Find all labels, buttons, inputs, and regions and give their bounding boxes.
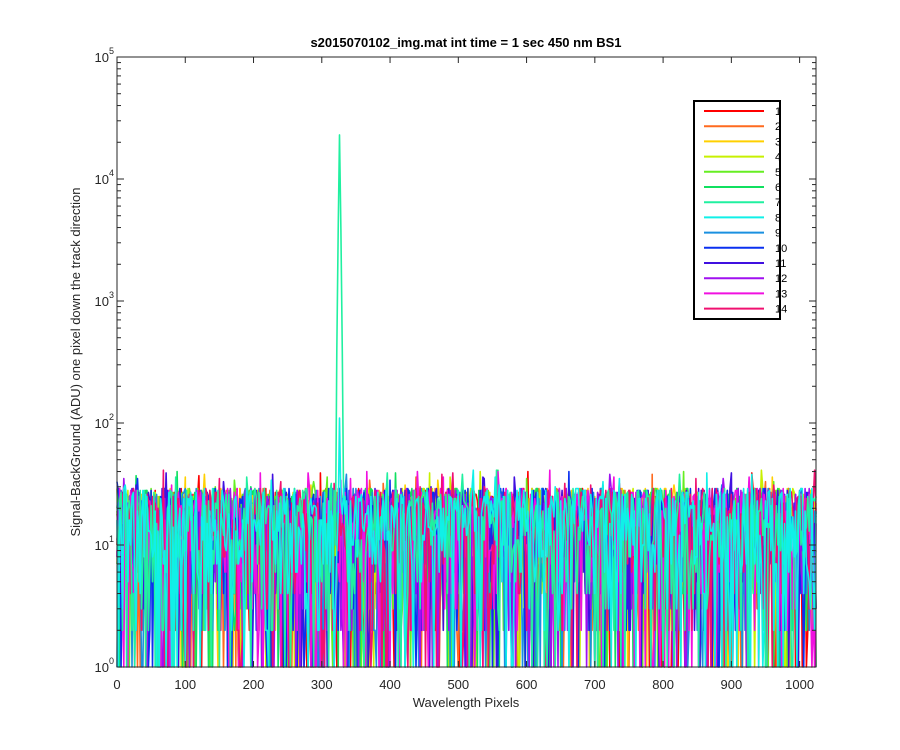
legend-label: 9: [775, 228, 781, 240]
x-tick-label: 100: [174, 677, 196, 692]
legend-box: [693, 100, 781, 320]
y-tick-label: 10: [95, 660, 109, 675]
legend-label: 3: [775, 136, 781, 148]
y-tick-label: 10: [95, 172, 109, 187]
legend-label: 10: [775, 243, 787, 255]
y-tick-label: 10: [95, 538, 109, 553]
legend-label: 6: [775, 182, 781, 194]
series-lines: [116, 134, 817, 668]
x-tick-label: 300: [311, 677, 333, 692]
legend-label: 1: [775, 106, 781, 118]
x-tick-label: 900: [721, 677, 743, 692]
legend-label: 8: [775, 212, 781, 224]
x-tick-label: 200: [243, 677, 265, 692]
y-tick-exponent: 5: [109, 46, 114, 56]
x-tick-label: 800: [652, 677, 674, 692]
x-tick-label: 700: [584, 677, 606, 692]
x-axis: 0 100 200 300 400 500 600 700 800 900 1000: [113, 57, 814, 692]
y-axis-label: Signal-BackGround (ADU) one pixel down t…: [68, 187, 83, 536]
x-tick-label: 400: [379, 677, 401, 692]
y-tick-exponent: 2: [109, 412, 114, 422]
y-tick-exponent: 1: [109, 534, 114, 544]
legend-label: 13: [775, 288, 787, 300]
plot-frame: [116, 56, 817, 668]
legend-label: 4: [775, 152, 781, 164]
legend-label: 12: [775, 273, 787, 285]
x-tick-label: 0: [113, 677, 120, 692]
x-tick-label: 500: [447, 677, 469, 692]
legend-label: 7: [775, 197, 781, 209]
x-tick-label: 1000: [785, 677, 814, 692]
legend-label: 14: [775, 304, 787, 316]
y-tick-label: 10: [95, 416, 109, 431]
y-tick-exponent: 4: [109, 168, 114, 178]
y-tick-label: 10: [95, 50, 109, 65]
y-tick-exponent: 0: [109, 656, 114, 666]
legend-label: 5: [775, 167, 781, 179]
y-tick-exponent: 3: [109, 290, 114, 300]
chart-title: s2015070102_img.mat int time = 1 sec 450…: [310, 35, 621, 50]
x-axis-label: Wavelength Pixels: [413, 695, 520, 710]
y-tick-label: 10: [95, 294, 109, 309]
legend-label: 11: [775, 258, 786, 270]
legend-label: 2: [775, 121, 781, 133]
series-line-8: [116, 417, 817, 668]
x-tick-label: 600: [516, 677, 538, 692]
